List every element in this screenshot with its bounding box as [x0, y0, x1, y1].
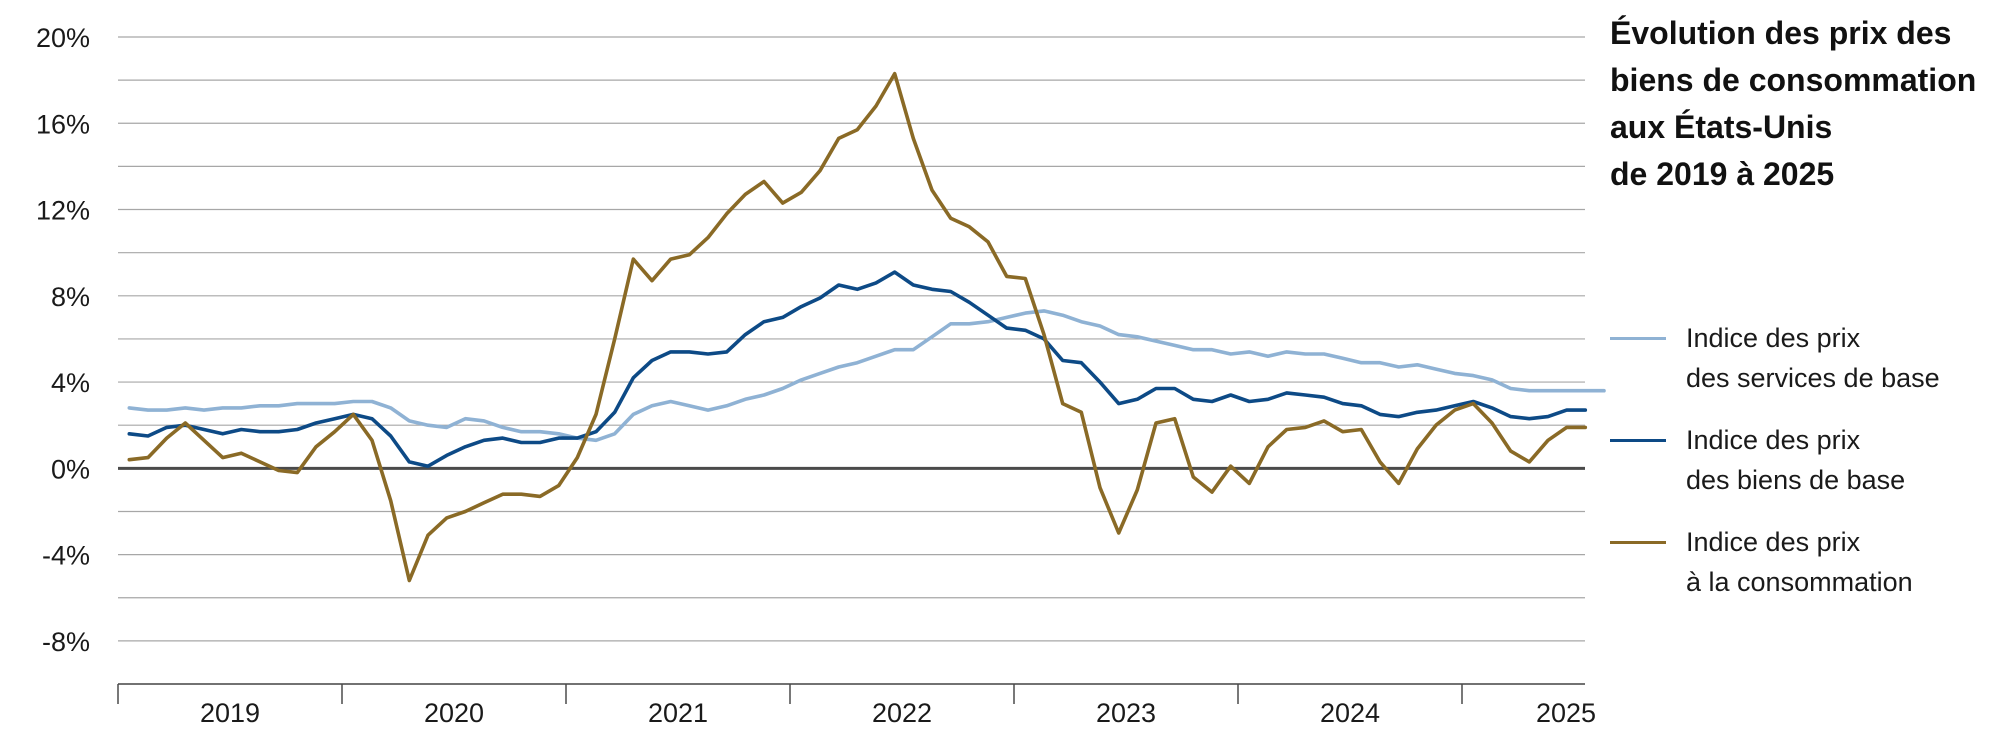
legend-label-goods: Indice des prix des biens de base	[1686, 420, 1905, 500]
legend-label-line: Indice des prix	[1686, 323, 1861, 353]
y-tick-label: 20%	[36, 23, 90, 53]
x-tick-label: 2025	[1536, 698, 1596, 728]
legend-label-services: Indice des prix des services de base	[1686, 318, 1940, 398]
legend-label-line: des biens de base	[1686, 465, 1906, 495]
legend-label-line: Indice des prix	[1686, 527, 1861, 557]
chart-title-line: de 2019 à 2025	[1610, 156, 1835, 192]
y-tick-label: 4%	[51, 368, 90, 398]
series-line-services	[127, 309, 1606, 443]
y-tick-label: 0%	[51, 454, 90, 484]
y-tick-label: -8%	[42, 627, 90, 657]
legend-swatch-goods	[1610, 439, 1666, 442]
legend-item-services: Indice des prix des services de base	[1610, 318, 2000, 420]
legend-label-line: à la consommation	[1686, 567, 1913, 597]
legend-item-goods: Indice des prix des biens de base	[1610, 420, 2000, 522]
y-axis-labels: 20% 16% 12% 8% 4% 0% -4% -8%	[36, 23, 90, 657]
legend-label-line: des services de base	[1686, 363, 1940, 393]
series-line-goods	[127, 270, 1588, 468]
x-tick-label: 2021	[648, 698, 708, 728]
legend: Indice des prix des services de base Ind…	[1610, 318, 2000, 624]
y-tick-label: 16%	[36, 109, 90, 139]
y-tick-label: -4%	[42, 541, 90, 571]
chart-title: Évolution des prix des biens de consomma…	[1610, 10, 2000, 198]
x-tick-label: 2019	[200, 698, 260, 728]
x-axis: 2019 2020 2021 2022 2023 2024 2025	[117, 683, 1596, 728]
y-tick-label: 12%	[36, 196, 90, 226]
x-tick-label: 2024	[1320, 698, 1380, 728]
legend-label-line: Indice des prix	[1686, 425, 1861, 455]
x-tick-label: 2023	[1096, 698, 1156, 728]
legend-swatch-cpi	[1610, 541, 1666, 544]
legend-item-cpi: Indice des prix à la consommation	[1610, 522, 2000, 624]
legend-label-cpi: Indice des prix à la consommation	[1686, 522, 1913, 602]
x-tick-label: 2020	[424, 698, 484, 728]
y-tick-label: 8%	[51, 282, 90, 312]
x-tick-label: 2022	[872, 698, 932, 728]
plot-area	[127, 71, 1606, 583]
chart-title-line: aux États-Unis	[1610, 109, 1833, 145]
gridlines	[118, 36, 1585, 685]
chart-title-line: Évolution des prix des	[1610, 15, 1952, 51]
chart-title-line: biens de consommation	[1610, 62, 1977, 98]
series-line-cpi	[127, 71, 1588, 583]
legend-swatch-services	[1610, 337, 1666, 340]
